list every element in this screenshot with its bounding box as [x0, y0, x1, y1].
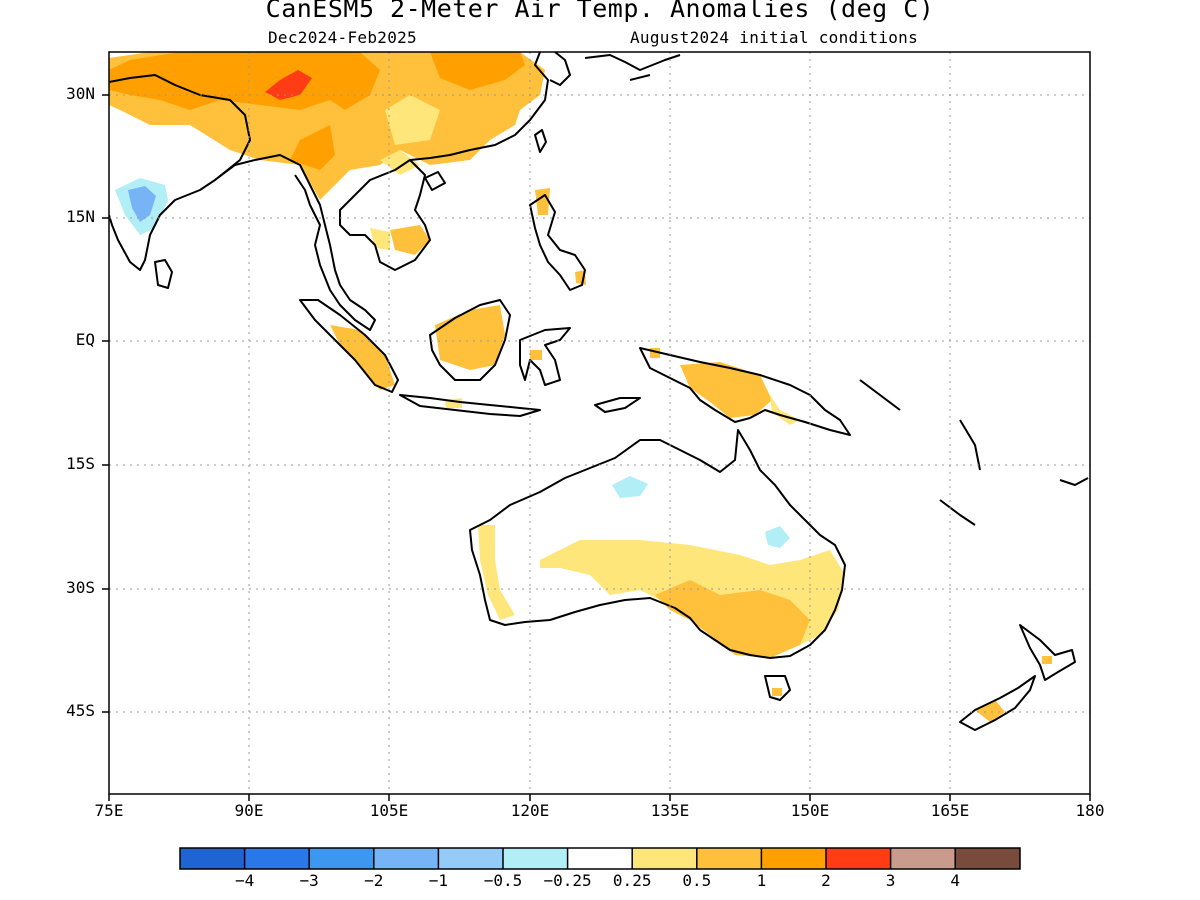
colorbar-label-11: 3 — [885, 871, 896, 890]
colorbar-label-7: 0.25 — [612, 871, 652, 890]
coast-borneo — [429, 299, 511, 381]
coast-hainan — [424, 171, 446, 191]
colorbar-box-12 — [890, 848, 956, 869]
colorbar-label-1: −4 — [234, 871, 255, 890]
colorbar-box-13 — [955, 848, 1020, 869]
coast-asia-mainland — [109, 74, 251, 271]
colorbar-box-9 — [696, 848, 762, 869]
colorbar-box-2 — [244, 848, 310, 869]
anomaly-shading — [109, 52, 1052, 722]
shade-nz-south — [975, 700, 1005, 722]
coast-nz-south — [959, 675, 1036, 731]
lat-label-15s: 15S — [66, 454, 95, 473]
coast-srilanka — [154, 259, 173, 289]
colorbar-box-7 — [567, 848, 633, 869]
shade-aus-cool2 — [765, 526, 790, 548]
map-title: CanESM5 2-Meter Air Temp. Anomalies (deg… — [265, 0, 935, 23]
graticule — [109, 52, 1090, 794]
shade-newguinea — [680, 362, 772, 418]
colorbar — [179, 847, 1021, 870]
axis-ticks — [102, 94, 1091, 801]
lon-label-105e: 105E — [369, 801, 409, 820]
colorbar-label-10: 2 — [821, 871, 831, 890]
shade-asia-2-3c — [290, 125, 335, 170]
lon-label-75e: 75E — [94, 801, 124, 820]
forecast-period: Dec2024-Feb2025 — [268, 28, 417, 47]
colorbar-label-8: 0.5 — [682, 871, 712, 890]
shade-china-pale — [385, 95, 440, 145]
colorbar-label-4: −1 — [428, 871, 449, 890]
initial-conditions: August2024 initial conditions — [630, 28, 919, 47]
lon-label-165e: 165E — [930, 801, 970, 820]
shade-indochina-pale — [370, 228, 390, 250]
coast-philippines — [529, 194, 586, 291]
colorbar-box-3 — [309, 848, 374, 869]
coast-sulawesi — [519, 327, 571, 386]
lat-label-45s: 45S — [66, 701, 95, 720]
colorbar-box-10 — [761, 848, 826, 869]
coast-korea — [549, 52, 571, 86]
coast-indochina — [339, 159, 431, 271]
shade-india-cool2 — [128, 186, 156, 222]
shade-newguinea-pale — [770, 395, 800, 425]
lon-label-120e: 120E — [510, 801, 550, 820]
colorbar-box-11 — [826, 848, 891, 869]
colorbar-label-2: −3 — [299, 871, 319, 890]
coast-java — [399, 394, 541, 417]
shade-aus-west — [478, 525, 515, 620]
shade-nz-north — [1042, 656, 1052, 664]
colorbar-box-5 — [438, 848, 503, 869]
colorbar-label-5: −0.5 — [483, 871, 523, 890]
colorbar-label-6: −0.25 — [543, 871, 592, 890]
colorbar-label-3: −2 — [364, 871, 384, 890]
coast-pacific-islands — [859, 379, 1089, 526]
colorbar-box-4 — [373, 848, 439, 869]
shade-asia-hotspot — [265, 70, 312, 100]
lon-label-90e: 90E — [234, 801, 264, 820]
shade-philippines — [535, 188, 550, 215]
lon-label-150e: 150E — [790, 801, 830, 820]
shade-sulawesi — [530, 350, 542, 360]
colorbar-box-6 — [503, 848, 568, 869]
lat-label-30n: 30N — [66, 84, 95, 103]
lat-label-15n: 15N — [66, 207, 95, 226]
shade-asia-2-3b — [430, 52, 525, 90]
coast-sumatra — [299, 299, 399, 393]
coast-china — [409, 52, 549, 161]
lon-label-135e: 135E — [650, 801, 690, 820]
coast-tasmania — [764, 675, 791, 701]
coast-japan — [584, 54, 681, 81]
lat-label-30s: 30S — [66, 578, 95, 597]
lon-label-180: 180 — [1075, 801, 1105, 820]
colorbar-box-8 — [632, 848, 697, 869]
shade-indochina — [390, 225, 430, 255]
shade-china-pale2 — [380, 150, 420, 175]
colorbar-box-1 — [180, 848, 245, 869]
colorbar-label-12: 4 — [950, 871, 960, 890]
coast-newguinea — [639, 347, 851, 436]
coast-timor — [594, 397, 641, 413]
coast-nz-north — [1019, 624, 1076, 681]
lat-label-eq: EQ — [75, 330, 95, 349]
coast-taiwan — [534, 129, 547, 153]
shade-aus-se — [655, 580, 810, 658]
shade-sumatra — [330, 325, 395, 390]
shade-borneo — [435, 305, 505, 370]
shade-tasmania — [772, 688, 782, 696]
map-frame — [108, 51, 1091, 795]
shade-aus-cool1 — [612, 476, 648, 498]
coast-bay-of-bengal — [214, 154, 376, 331]
colorbar-label-9: 1 — [756, 871, 767, 890]
